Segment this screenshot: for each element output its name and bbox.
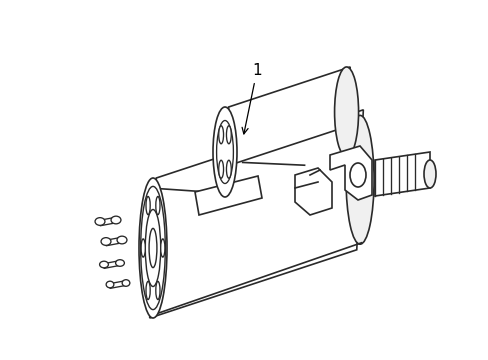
Ellipse shape — [213, 107, 237, 197]
Ellipse shape — [156, 197, 160, 215]
Ellipse shape — [106, 281, 114, 288]
Ellipse shape — [334, 67, 358, 157]
Polygon shape — [110, 280, 126, 288]
Ellipse shape — [139, 178, 167, 318]
Ellipse shape — [146, 197, 150, 215]
Polygon shape — [228, 67, 349, 166]
Polygon shape — [374, 152, 429, 196]
Ellipse shape — [111, 216, 121, 224]
Polygon shape — [100, 217, 116, 226]
Ellipse shape — [161, 239, 164, 257]
Ellipse shape — [349, 163, 365, 187]
Polygon shape — [329, 146, 371, 200]
Ellipse shape — [146, 281, 150, 300]
Polygon shape — [104, 261, 120, 269]
Ellipse shape — [115, 260, 124, 266]
Ellipse shape — [117, 236, 127, 244]
Ellipse shape — [218, 160, 223, 178]
Polygon shape — [195, 176, 262, 215]
Ellipse shape — [101, 238, 111, 246]
Ellipse shape — [95, 218, 105, 225]
Ellipse shape — [141, 239, 145, 257]
Ellipse shape — [145, 210, 161, 287]
Polygon shape — [149, 110, 363, 318]
Ellipse shape — [156, 281, 160, 300]
Ellipse shape — [226, 160, 231, 178]
Ellipse shape — [218, 126, 223, 144]
Ellipse shape — [423, 160, 435, 188]
Ellipse shape — [100, 261, 108, 268]
Text: 1: 1 — [242, 63, 261, 134]
Polygon shape — [294, 168, 331, 215]
Ellipse shape — [346, 116, 373, 244]
Ellipse shape — [122, 280, 130, 286]
Polygon shape — [106, 237, 122, 246]
Ellipse shape — [226, 126, 231, 144]
